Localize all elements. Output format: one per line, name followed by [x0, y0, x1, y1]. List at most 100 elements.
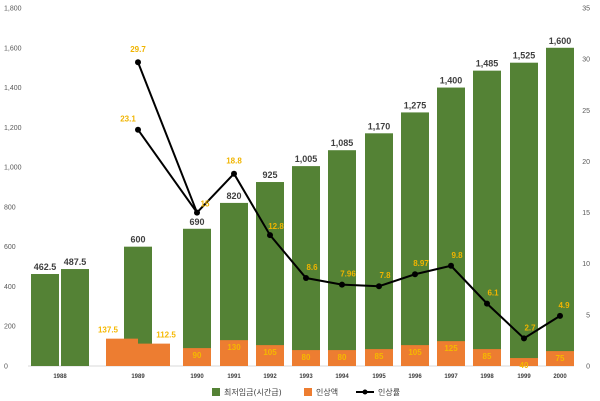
- rate-data-label: 9.8: [451, 251, 463, 260]
- rate-point: [376, 283, 382, 290]
- rate-data-label: 23.1: [120, 115, 136, 124]
- wage-data-label: 1,085: [331, 138, 354, 148]
- wage-data-label: 925: [262, 170, 277, 180]
- bar-data-labels: 462.5 487.5 600 690 820 925 1,005 1,085 1,170 1,2…: [34, 36, 572, 370]
- wage-bar: [183, 228, 211, 366]
- rate-data-label: 8.6: [306, 263, 318, 272]
- rate-data-label: 4.9: [558, 301, 570, 310]
- left-axis-tick-label: 400: [4, 284, 16, 291]
- category-tick-label: 1997: [444, 374, 458, 380]
- increase-bar: [220, 340, 248, 366]
- increase-data-label: 80: [338, 353, 347, 362]
- increase-bar: [365, 349, 393, 366]
- wage-bar: [61, 269, 89, 366]
- category-labels: 1988 1989 1990 1991 1992 1993 1994 1995 1996 1997…: [53, 374, 567, 380]
- wage-bar: [220, 202, 248, 366]
- rate-line-layer: 29.7 23.1 15 18.8 12.8 8.6 7.96 7.8 8.97 9.8 6.1 2.…: [120, 45, 570, 342]
- wage-bar: [31, 274, 59, 366]
- legend-swatch: [304, 388, 312, 396]
- increase-data-label: 40: [520, 361, 529, 370]
- rate-data-label: 6.1: [487, 289, 499, 298]
- left-axis-tick-label: 200: [4, 324, 16, 331]
- wage-data-label: 1,485: [476, 59, 499, 69]
- wage-bar: [365, 133, 393, 366]
- rate-data-label: 29.7: [130, 45, 146, 54]
- rate-data-label: 18.8: [226, 157, 242, 166]
- category-tick-label: 1992: [263, 374, 277, 380]
- right-axis-ticks: 0 5 10 15 20 25 30 35: [582, 6, 590, 371]
- left-axis-tick-label: 1,400: [4, 85, 22, 92]
- increase-bar: [183, 348, 211, 366]
- right-axis-tick-label: 15: [582, 210, 590, 217]
- right-axis-tick-label: 35: [582, 6, 590, 13]
- legend-swatch: [212, 388, 220, 396]
- rate-point: [557, 312, 563, 319]
- left-axis-tick-label: 1,800: [4, 6, 22, 13]
- category-tick-label: 1996: [408, 374, 422, 380]
- rate-point: [448, 262, 454, 269]
- increase-bar: [546, 351, 574, 366]
- increase-bar: [106, 338, 138, 366]
- increase-data-label: 125: [444, 344, 458, 353]
- right-axis-tick-label: 10: [582, 261, 590, 268]
- increase-bar: [437, 341, 465, 366]
- wage-data-label: 1,400: [440, 76, 463, 86]
- right-axis-tick-label: 20: [582, 159, 590, 166]
- category-tick-label: 2000: [553, 374, 567, 380]
- wage-bar: [437, 87, 465, 367]
- wage-data-label: 600: [130, 235, 145, 245]
- wage-data-label: 1,525: [513, 51, 536, 61]
- rate-data-label: 15: [201, 200, 210, 209]
- wage-data-label: 1,275: [404, 100, 427, 110]
- wage-bar: [473, 70, 501, 367]
- increase-bar: [138, 343, 170, 366]
- category-tick-label: 1994: [335, 374, 349, 380]
- rate-point: [135, 126, 141, 133]
- rate-point: [521, 335, 527, 342]
- rate-point: [231, 170, 237, 177]
- wage-data-label: 1,600: [549, 36, 572, 46]
- wage-data-label: 487.5: [64, 257, 87, 267]
- right-axis-tick-label: 5: [586, 312, 590, 319]
- left-axis-tick-label: 800: [4, 204, 16, 211]
- increase-data-label: 112.5: [156, 331, 176, 340]
- right-axis-tick-label: 30: [582, 57, 590, 64]
- category-tick-label: 1988: [53, 374, 67, 380]
- rate-data-label: 7.96: [340, 270, 356, 279]
- right-axis-tick-label: 0: [586, 364, 590, 371]
- rate-data-label: 8.97: [413, 259, 429, 268]
- legend: 최저임금(시간급) 인상액 인상률: [212, 387, 400, 397]
- increase-data-label: 130: [227, 343, 241, 352]
- increase-data-label: 137.5: [98, 326, 119, 335]
- rate-point: [484, 300, 490, 307]
- wage-data-label: 1,005: [295, 154, 318, 164]
- wage-bar: [401, 112, 429, 367]
- increase-data-label: 85: [483, 352, 492, 361]
- increase-bar: [292, 350, 320, 366]
- legend-label: 최저임금(시간급): [224, 387, 282, 397]
- increase-bar: [510, 358, 538, 366]
- left-axis-tick-label: 600: [4, 244, 16, 251]
- legend-label: 인상액: [316, 387, 338, 397]
- rate-line-segment: [137, 129, 198, 214]
- wage-bar: [510, 62, 538, 366]
- legend-label: 인상률: [378, 387, 400, 397]
- category-tick-label: 1989: [131, 374, 145, 380]
- increase-bar: [256, 345, 284, 366]
- left-axis-tick-label: 1,000: [4, 165, 22, 172]
- category-tick-label: 1990: [190, 374, 204, 380]
- rate-data-label: 12.8: [268, 222, 284, 231]
- rate-point: [303, 275, 309, 282]
- category-tick-label: 1991: [227, 374, 241, 380]
- rate-data-label: 7.8: [379, 271, 391, 280]
- legend-marker: [362, 389, 368, 395]
- wage-bar: [328, 150, 356, 366]
- increase-data-label: 90: [193, 351, 202, 360]
- increase-bar: [401, 345, 429, 366]
- left-axis-tick-label: 1,200: [4, 125, 22, 132]
- left-axis-tick-label: 0: [4, 364, 8, 371]
- left-axis-tick-label: 1,600: [4, 45, 22, 52]
- rate-point: [194, 209, 200, 216]
